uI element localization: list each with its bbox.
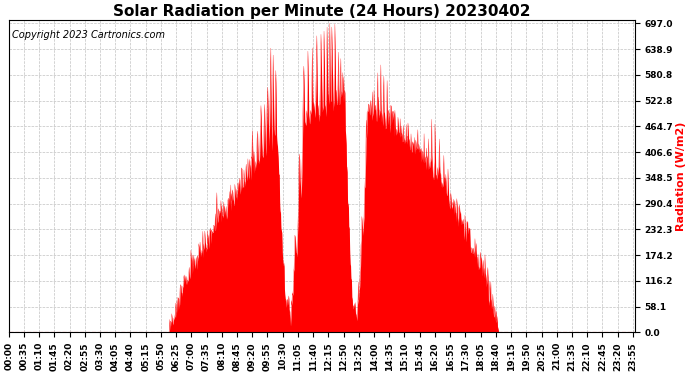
Y-axis label: Radiation (W/m2): Radiation (W/m2) (676, 122, 686, 231)
Text: Copyright 2023 Cartronics.com: Copyright 2023 Cartronics.com (12, 30, 165, 40)
Title: Solar Radiation per Minute (24 Hours) 20230402: Solar Radiation per Minute (24 Hours) 20… (113, 4, 531, 19)
